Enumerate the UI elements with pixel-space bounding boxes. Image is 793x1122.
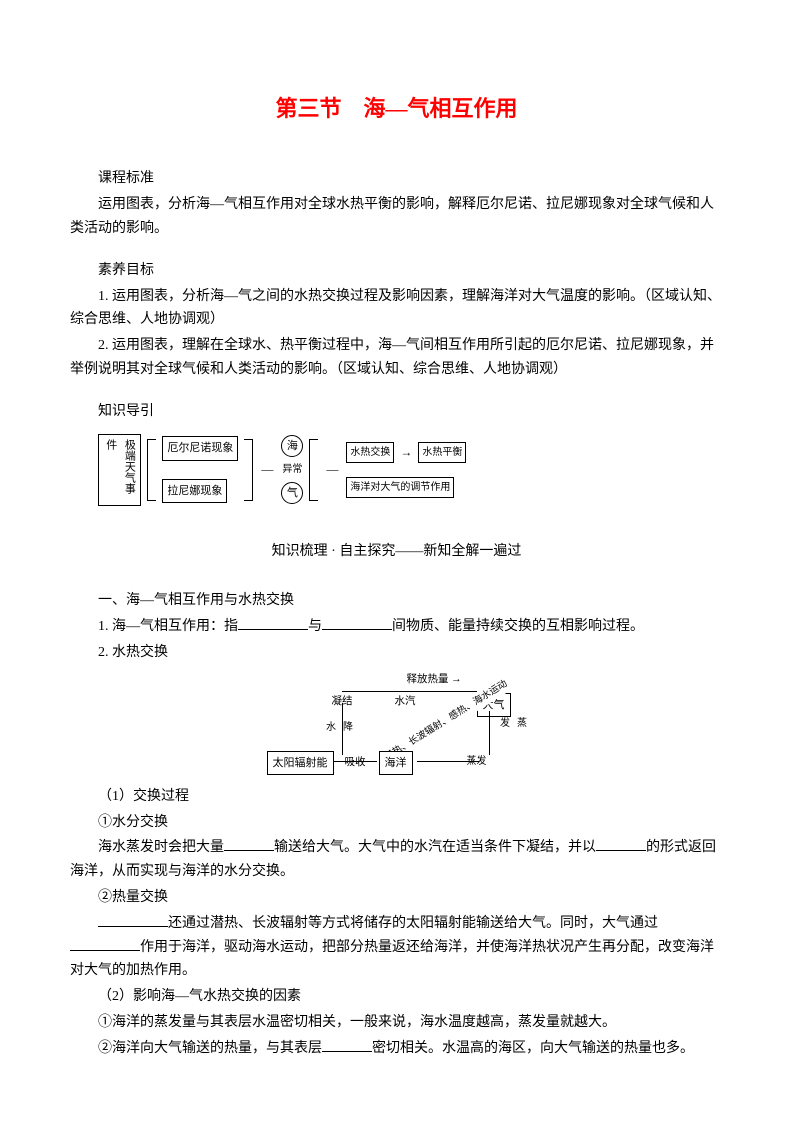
fill-blank[interactable] (238, 615, 308, 630)
section-divider-line: 知识梳理 · 自主探究——新知全解一遍过 (70, 540, 723, 564)
d1-ocean-effect: 海洋对大气的调节作用 (346, 477, 454, 498)
para-ex3: ①海洋的蒸发量与其表层水温密切相关，一般来说，海水温度越高，蒸发量就越大。 (70, 1011, 723, 1035)
t: 作用于海洋，驱动海水运动，把部分热量返还给海洋，并使海洋热状况产生再分配，改变海… (70, 940, 714, 979)
t: 输送给大气。大气中的水汽在适当条件下凝结，并以 (274, 840, 596, 855)
d2-sun: 太阳辐射能 (267, 751, 334, 776)
d1-bracket-r (244, 439, 253, 501)
heat-exchange-diagram: 释放热量 → 凝结 水汽 大气 降水 蒸发 潜热、长波辐射、感热、海水运动 太阳… (267, 671, 527, 781)
heading-guide: 知识导引 (70, 400, 723, 424)
h-ex1b: ②热量交换 (70, 886, 723, 910)
title-main: 海—气相互作用 (364, 96, 518, 121)
d2-precip: 降水 (321, 721, 355, 731)
d2-water: 水汽 (395, 693, 416, 711)
t: 与 (308, 619, 322, 634)
para-ex1: 海水蒸发时会把大量输送给大气。大气中的水汽在适当条件下凝结，并以的形式返回海洋，… (70, 836, 723, 884)
arrow-icon: — (324, 459, 340, 479)
d1-bracket-l2 (309, 439, 318, 501)
d1-air-circle: 气 (281, 482, 303, 504)
arrow-icon: — (259, 459, 275, 479)
fill-blank[interactable] (98, 912, 168, 927)
d1-bracket-l (147, 439, 156, 501)
t: 间物质、能量持续交换的互相影响过程。 (392, 619, 644, 634)
heading-standard: 课程标准 (70, 167, 723, 191)
para-def: 1. 海—气相互作用：指 与 间物质、能量持续交换的互相影响过程。 (70, 615, 723, 639)
page-title: 第三节 海—气相互作用 (70, 90, 723, 127)
h-ex1: （1）交换过程 (70, 785, 723, 809)
h-ex2: （2）影响海—气水热交换的因素 (70, 985, 723, 1009)
fill-blank[interactable] (224, 836, 274, 851)
para-standard: 运用图表，分析海—气相互作用对全球水热平衡的影响，解释厄尔尼诺、拉尼娜现象对全球… (70, 193, 723, 241)
d1-lanina: 拉尼娜现象 (162, 479, 227, 504)
fill-blank[interactable] (322, 615, 392, 630)
para-obj2: 2. 运用图表，理解在全球水、热平衡过程中，海—气间相互作用所引起的厄尔尼诺、拉… (70, 334, 723, 382)
arrow-icon: → (398, 442, 414, 462)
d1-left-box: 极端天气事件 (98, 434, 141, 506)
fill-blank[interactable] (596, 836, 646, 851)
d1-heat-exchange: 水热交换 (346, 442, 394, 463)
d2-evap2: 蒸发 (467, 753, 487, 770)
heading-objectives: 素养目标 (70, 259, 723, 283)
fill-blank[interactable] (322, 1037, 372, 1052)
t: 还通过潜热、长波辐射等方式将储存的太阳辐射能输送给大气。同时，大气通过 (168, 916, 658, 931)
d2-top: 释放热量 → (407, 671, 462, 689)
t: ②海洋向大气输送的热量，与其表层 (98, 1041, 322, 1056)
d1-heat-balance: 水热平衡 (418, 442, 466, 463)
knowledge-map-diagram: 极端天气事件 厄尔尼诺现象 拉尼娜现象 — 海 异常 气 — 水热交换 → 水热… (98, 434, 723, 506)
para-ex4: ②海洋向大气输送的热量，与其表层 密切相关。水温高的海区，向大气输送的热量也多。 (70, 1037, 723, 1061)
d1-sea-circle: 海 (281, 435, 303, 457)
d2-evap: 蒸发 (495, 717, 529, 727)
para-obj1: 1. 运用图表，分析海—气之间的水热交换过程及影响因素，理解海洋对大气温度的影响… (70, 285, 723, 333)
document-page: 第三节 海—气相互作用 课程标准 运用图表，分析海—气相互作用对全球水热平衡的影… (0, 0, 793, 1122)
d1-mid-label: 异常 (282, 461, 302, 478)
para-ex2: 还通过潜热、长波辐射等方式将储存的太阳辐射能输送给大气。同时，大气通过作用于海洋… (70, 912, 723, 983)
t: 海水蒸发时会把大量 (98, 840, 224, 855)
fill-blank[interactable] (70, 936, 140, 951)
title-prefix: 第三节 (275, 96, 363, 121)
para-heat: 2. 水热交换 (70, 641, 723, 665)
d1-elnino: 厄尔尼诺现象 (162, 436, 238, 461)
d2-absorb: 吸收 (345, 754, 366, 772)
heading-sec1: 一、海—气相互作用与水热交换 (70, 589, 723, 613)
d2-ocean: 海洋 (379, 751, 413, 776)
t: 1. 海—气相互作用：指 (98, 619, 238, 634)
h-ex1a: ①水分交换 (70, 811, 723, 835)
t: 密切相关。水温高的海区，向大气输送的热量也多。 (372, 1041, 694, 1056)
